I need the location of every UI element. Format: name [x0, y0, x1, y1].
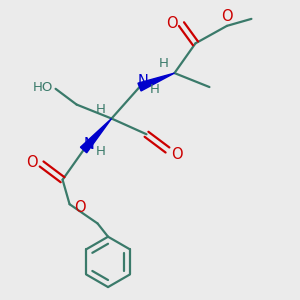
Text: O: O — [172, 147, 183, 162]
Text: N: N — [138, 74, 148, 89]
Text: HO: HO — [33, 81, 53, 94]
Text: H: H — [149, 83, 159, 96]
Polygon shape — [80, 118, 112, 153]
Text: O: O — [74, 200, 86, 215]
Text: H: H — [159, 57, 169, 70]
Text: O: O — [26, 155, 38, 170]
Text: H: H — [96, 103, 106, 116]
Polygon shape — [138, 73, 175, 91]
Text: H: H — [95, 145, 105, 158]
Text: O: O — [166, 16, 178, 31]
Text: N: N — [83, 137, 94, 152]
Text: O: O — [221, 9, 233, 24]
